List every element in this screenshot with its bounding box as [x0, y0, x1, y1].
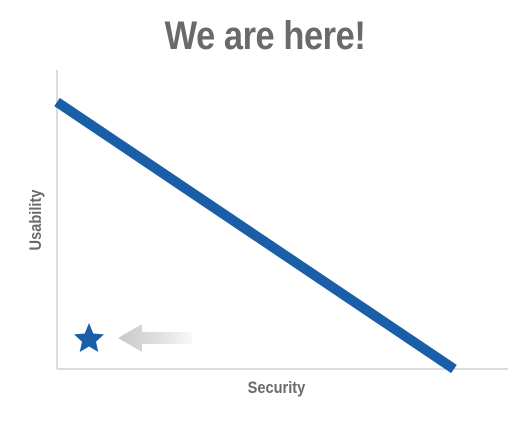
x-axis-label: Security — [247, 378, 306, 397]
trade-off-line — [54, 97, 457, 374]
arrow-left-icon — [118, 324, 192, 352]
star-icon — [74, 323, 104, 352]
diagram-title: We are here! — [164, 14, 366, 58]
y-axis-label: Usability — [26, 189, 45, 251]
